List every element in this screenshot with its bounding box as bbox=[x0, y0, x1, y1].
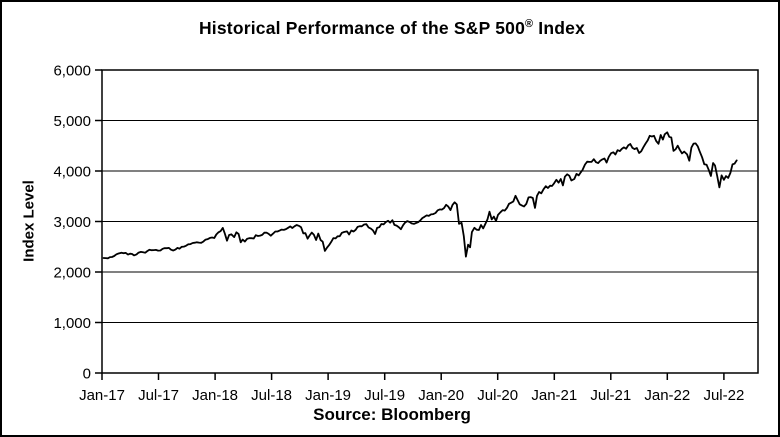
x-tick-label: Jul-18 bbox=[251, 387, 292, 404]
x-tick-label: Jul-22 bbox=[703, 387, 744, 404]
chart-title: Historical Performance of the S&P 500® I… bbox=[32, 18, 752, 39]
x-tick-label: Jan-20 bbox=[418, 387, 464, 404]
source-caption: Source: Bloomberg bbox=[313, 405, 471, 424]
sp500-price-line bbox=[102, 131, 738, 260]
chart-title-main: Historical Performance of the S&P 500 bbox=[198, 18, 526, 38]
x-tick-label: Jul-19 bbox=[364, 387, 405, 404]
y-tick-label: 5,000 bbox=[53, 113, 91, 130]
y-tick-label: 0 bbox=[83, 366, 91, 383]
x-tick-label: Jan-19 bbox=[305, 387, 351, 404]
x-tick-label: Jan-21 bbox=[531, 387, 577, 404]
y-tick-label: 3,000 bbox=[53, 214, 91, 231]
y-tick-label: 2,000 bbox=[53, 265, 91, 282]
x-tick-label: Jul-20 bbox=[477, 387, 518, 404]
x-tick-label: Jul-17 bbox=[138, 387, 179, 404]
x-tick-label: Jan-22 bbox=[644, 387, 690, 404]
y-tick-label: 1,000 bbox=[53, 315, 91, 332]
chart-title-tail: Index bbox=[533, 18, 586, 38]
y-tick-label: 4,000 bbox=[53, 164, 91, 181]
registered-trademark-symbol: ® bbox=[525, 18, 534, 31]
x-tick-label: Jan-18 bbox=[192, 387, 238, 404]
y-tick-label: 6,000 bbox=[53, 63, 91, 80]
x-tick-label: Jul-21 bbox=[590, 387, 631, 404]
x-tick-label: Jan-17 bbox=[79, 387, 125, 404]
